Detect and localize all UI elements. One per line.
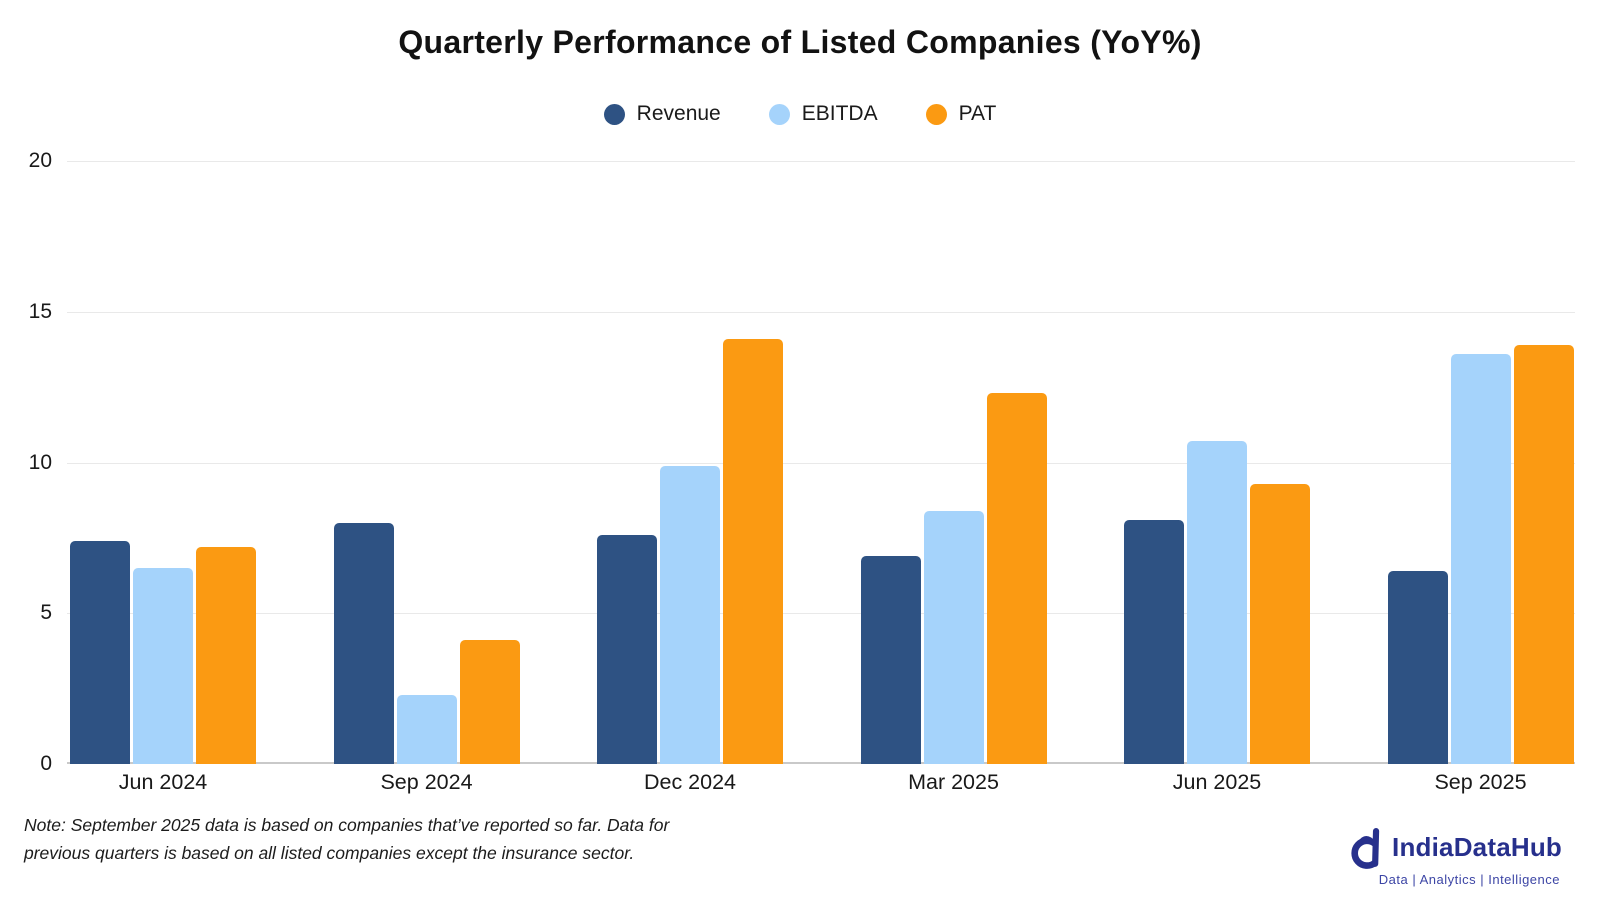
legend: Revenue EBITDA PAT xyxy=(0,102,1600,126)
bar-revenue-jun-2025 xyxy=(1124,519,1184,764)
bar-ebitda-jun-2025 xyxy=(1187,441,1247,764)
bar-revenue-jun-2024 xyxy=(70,540,130,764)
bar-revenue-sep-2024 xyxy=(333,522,394,764)
bar-pat-jun-2024 xyxy=(196,546,256,764)
bar-ebitda-mar-2025 xyxy=(923,510,984,764)
x-tick-label-mar-2025: Mar 2025 xyxy=(908,770,999,794)
y-tick-label-15: 15 xyxy=(28,299,52,323)
gridline xyxy=(67,161,1575,162)
bar-ebitda-sep-2024 xyxy=(396,694,457,764)
legend-label-ebitda: EBITDA xyxy=(801,102,878,125)
y-tick-label-20: 20 xyxy=(28,149,52,172)
legend-item-pat: PAT xyxy=(925,102,997,126)
x-tick-label-sep-2024: Sep 2024 xyxy=(380,770,473,794)
legend-label-revenue: Revenue xyxy=(636,102,721,125)
ebitda-legend-dot-icon xyxy=(768,103,790,125)
gridline xyxy=(67,311,1575,313)
brand-tagline: Data | Analytics | Intelligence xyxy=(1378,872,1560,887)
bar-revenue-sep-2025 xyxy=(1387,571,1448,764)
x-axis-baseline xyxy=(67,762,1575,764)
pat-legend-dot-icon xyxy=(925,103,947,125)
bar-ebitda-dec-2024 xyxy=(660,465,720,764)
bar-pat-sep-2025 xyxy=(1513,344,1574,764)
plot-area xyxy=(67,161,1575,764)
legend-item-revenue: Revenue xyxy=(603,102,721,126)
x-tick-label-dec-2024: Dec 2024 xyxy=(643,770,737,794)
gridline xyxy=(67,462,1575,464)
brand-name: IndiaDataHub xyxy=(1392,831,1562,862)
gridline xyxy=(67,613,1575,615)
bar-pat-dec-2024 xyxy=(723,338,783,764)
legend-label-pat: PAT xyxy=(958,102,997,125)
footnote: Note: September 2025 data is based on co… xyxy=(24,811,669,867)
footnote-line-1: Note: September 2025 data is based on co… xyxy=(24,815,670,835)
bar-pat-mar-2025 xyxy=(986,393,1047,764)
y-tick-label-5: 5 xyxy=(40,601,52,625)
y-tick-label-0: 0 xyxy=(40,752,52,775)
chart-title: Quarterly Performance of Listed Companie… xyxy=(398,24,1202,60)
indiadatahub-logo-icon xyxy=(1351,827,1380,869)
y-tick-label-10: 10 xyxy=(28,450,52,474)
bar-revenue-dec-2024 xyxy=(597,534,657,764)
revenue-legend-dot-icon xyxy=(603,103,625,125)
legend-item-ebitda: EBITDA xyxy=(768,102,878,126)
bar-revenue-mar-2025 xyxy=(860,555,921,764)
bar-ebitda-jun-2024 xyxy=(133,568,193,764)
footnote-line-2: previous quarters is based on all listed… xyxy=(24,843,635,863)
x-tick-label-jun-2024: Jun 2024 xyxy=(118,770,208,794)
bar-ebitda-sep-2025 xyxy=(1450,353,1511,764)
bar-pat-sep-2024 xyxy=(459,640,520,764)
x-tick-label-sep-2025: Sep 2025 xyxy=(1434,770,1527,794)
bar-pat-jun-2025 xyxy=(1250,483,1310,764)
brand-logo: IndiaDataHub Data | Analytics | Intellig… xyxy=(1345,824,1562,887)
x-tick-label-jun-2025: Jun 2025 xyxy=(1172,770,1262,794)
